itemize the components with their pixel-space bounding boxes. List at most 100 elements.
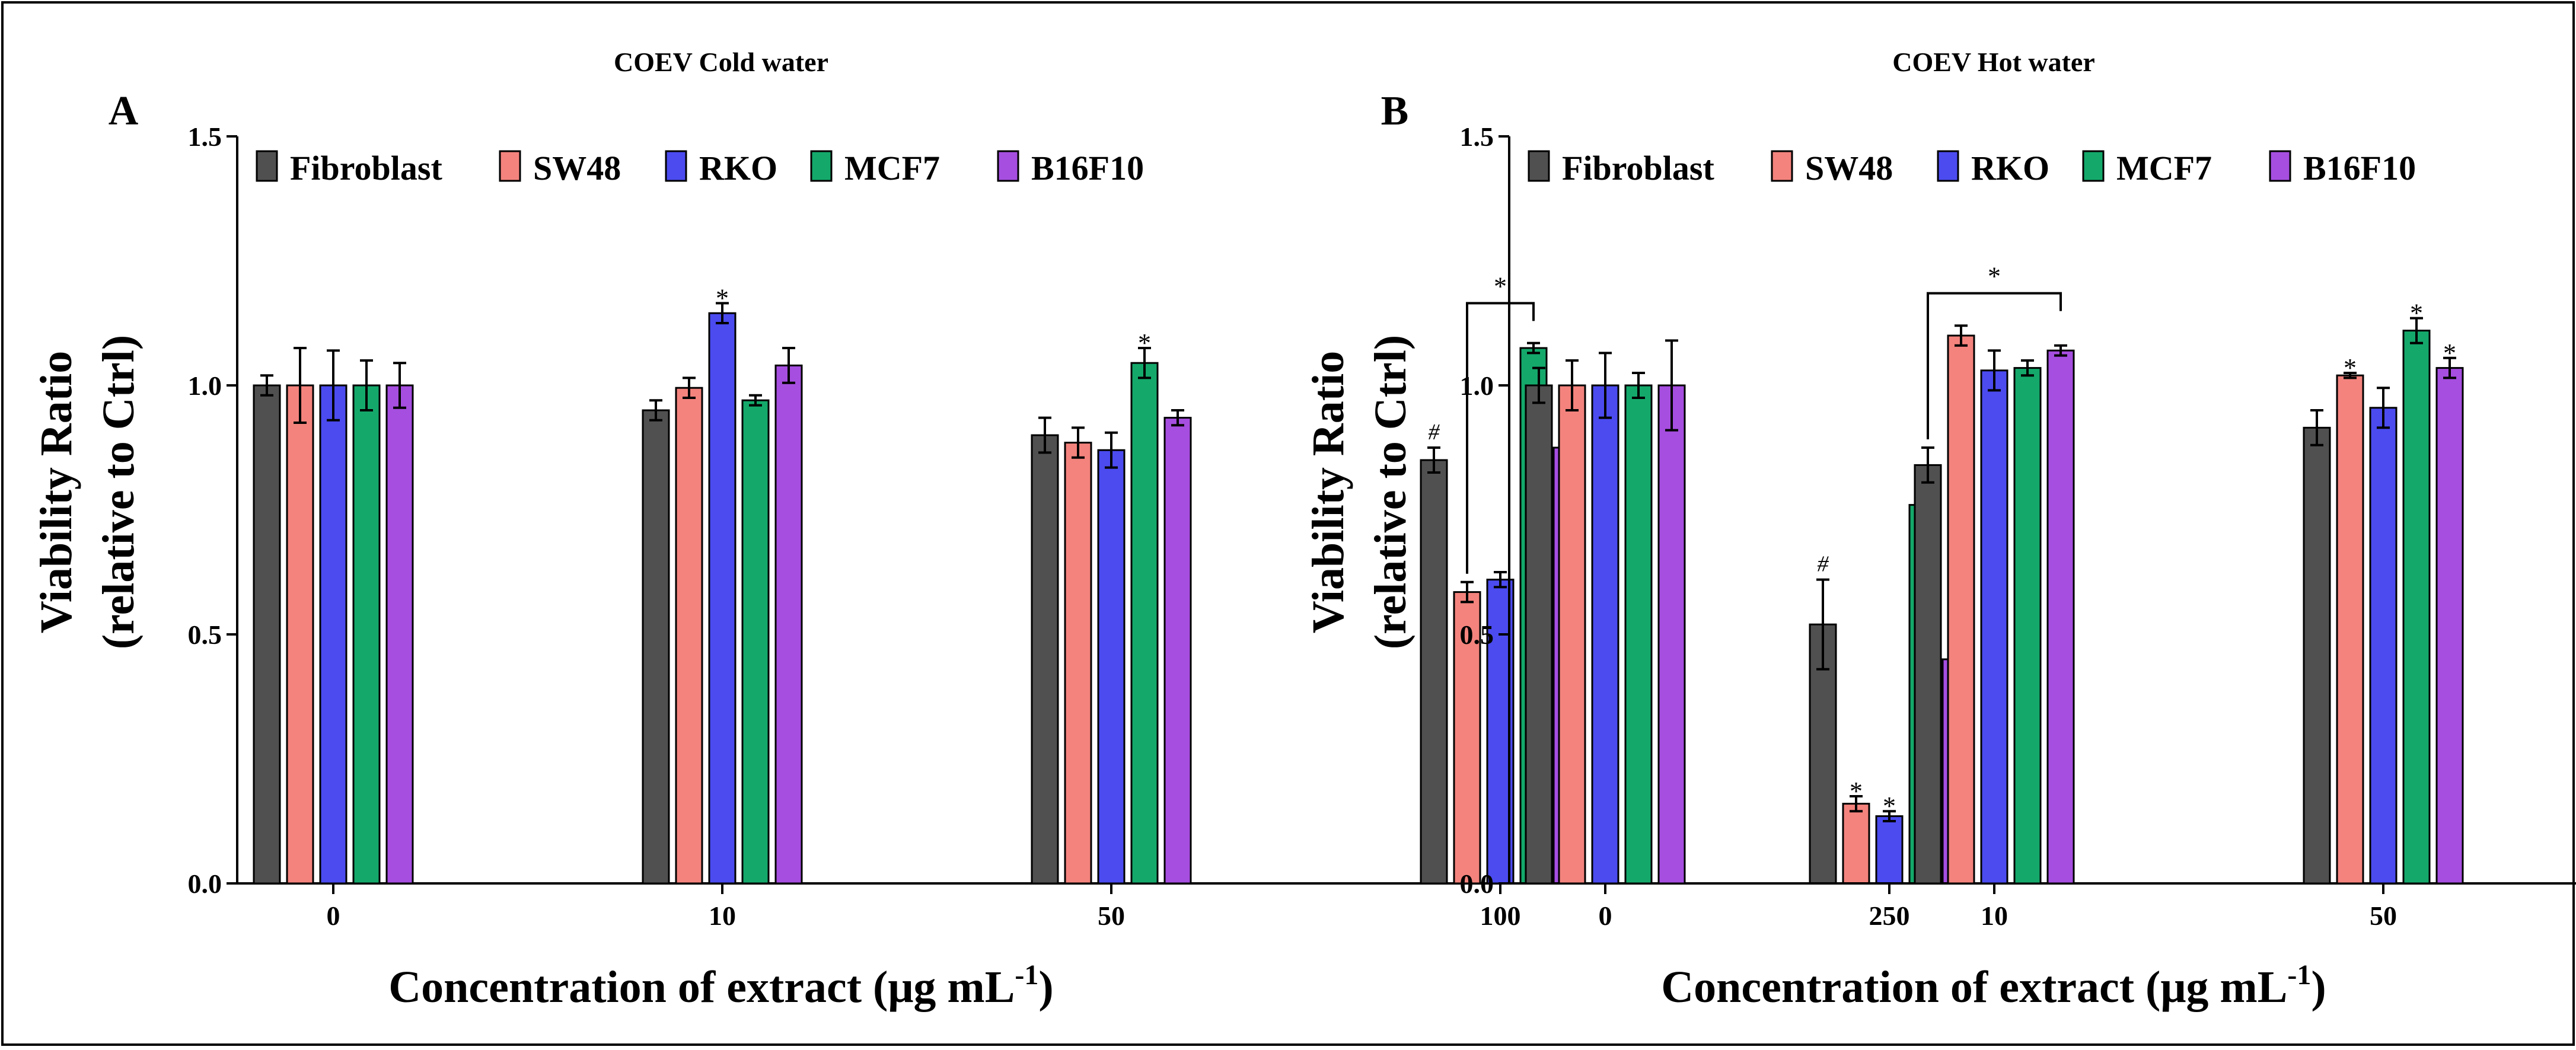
legend-swatch [2269, 150, 2291, 182]
bar-sw48-50 [2336, 374, 2364, 885]
significance-bracket [1466, 302, 1535, 574]
significance-marker: * [716, 283, 729, 312]
x-tick-label: 0 [1599, 901, 1612, 931]
legend-label: RKO [1971, 149, 2049, 187]
legend-item-sw48: SW48 [1771, 149, 1893, 187]
legend-item-mcf7: MCF7 [810, 149, 940, 187]
significance-bracket [1927, 292, 2062, 439]
legend-item-mcf7: MCF7 [2082, 149, 2212, 187]
y-axis-label-line1: Viability Ratio [31, 351, 81, 633]
bar-sw48-0 [1558, 384, 1586, 885]
significance-marker: * [2344, 353, 2357, 382]
x-axis-label: Concentration of extract (μg mL-1) [1661, 959, 2326, 1012]
y-axis-label-line1: Viability Ratio [1303, 351, 1353, 633]
x-axis-label-end: ) [1038, 962, 1053, 1012]
bar-b16f10-0 [385, 384, 414, 885]
bar-fibroblast-50 [1031, 434, 1059, 885]
y-tick-label: 0.0 [188, 869, 222, 899]
y-axis-label-line2: (relative to Ctrl) [1366, 335, 1415, 649]
bar-rko-50 [2369, 407, 2398, 885]
legend-swatch [810, 150, 833, 182]
panel-a: COEV Cold water A 0.0 0.5 1.0 1.5 0 10 * 50 * 100 #2… [31, 47, 1977, 1012]
bar-sw48-250 [1842, 803, 1870, 885]
y-tick-label: 1.5 [1460, 122, 1494, 152]
x-tick-label: 0 [327, 901, 340, 931]
x-axis-label-end: ) [2311, 962, 2326, 1012]
legend-swatch [665, 150, 687, 182]
bar-mcf7-0 [352, 384, 381, 885]
legend-label: SW48 [533, 149, 621, 187]
bracket-label: * [1988, 262, 2001, 291]
legend-swatch [499, 150, 521, 182]
legend-label: B16F10 [1031, 149, 1144, 187]
x-axis-label-sup: -1 [2287, 959, 2311, 991]
bar-b16f10-50 [1163, 417, 1192, 885]
bar-b16f10-10 [2046, 349, 2075, 885]
y-tick-label: 1.5 [188, 122, 222, 152]
legend-label: MCF7 [844, 149, 940, 187]
bar-fibroblast-50 [2303, 426, 2331, 885]
legend-label: MCF7 [2116, 149, 2212, 187]
significance-marker: * [2443, 339, 2456, 368]
legend-swatch [1937, 150, 1959, 182]
x-axis-label: Concentration of extract (μg mL-1) [388, 959, 1053, 1012]
significance-marker: * [1138, 328, 1151, 358]
bar-rko-0 [319, 384, 347, 885]
x-tick-label: 50 [2370, 901, 2397, 931]
x-axis-label-sup: -1 [1015, 959, 1038, 991]
bar-rko-0 [1591, 384, 1619, 885]
bar-b16f10-0 [1657, 384, 1686, 885]
significance-marker: * [2410, 299, 2423, 328]
y-tick-label: 1.0 [188, 371, 222, 401]
bar-b16f10-10 [774, 364, 803, 885]
x-axis-label-main: Concentration of extract (μg mL [1661, 962, 2287, 1012]
chart-title: COEV Hot water [1892, 47, 2095, 77]
bar-mcf7-10 [2013, 367, 2042, 885]
bar-fibroblast-0 [253, 384, 281, 885]
legend-label: Fibroblast [290, 149, 442, 187]
chart-title: COEV Cold water [614, 47, 828, 77]
bar-rko-10 [1980, 369, 2008, 885]
legend-label: SW48 [1805, 149, 1893, 187]
significance-marker: * [1850, 777, 1863, 806]
legend-item-b16f10: B16F10 [997, 149, 1144, 187]
legend-item-fibroblast: Fibroblast [256, 149, 442, 187]
y-tick-label: 0.5 [188, 620, 222, 650]
legend-item-rko: RKO [665, 149, 777, 187]
bar-sw48-50 [1064, 442, 1092, 885]
bracket-label: * [1494, 272, 1507, 301]
hash-marker: # [1429, 420, 1440, 445]
legend-swatch [997, 150, 1019, 182]
bar-rko-250 [1875, 815, 1904, 885]
bar-fibroblast-10 [642, 409, 670, 885]
bar-b16f10-50 [2435, 367, 2464, 885]
panel-letter: B [1381, 88, 1409, 134]
legend-label: RKO [699, 149, 777, 187]
legend-label: Fibroblast [1562, 149, 1714, 187]
legend-item-sw48: SW48 [499, 149, 621, 187]
bar-fibroblast-0 [1525, 384, 1553, 885]
legend-swatch [256, 150, 278, 182]
bar-rko-10 [708, 312, 737, 885]
bar-fibroblast-10 [1914, 464, 1942, 885]
bar-sw48-0 [286, 384, 314, 885]
x-tick-label: 10 [1981, 901, 2008, 931]
significance-marker: * [1883, 792, 1896, 821]
bar-mcf7-0 [1624, 384, 1653, 885]
legend-swatch [1771, 150, 1793, 182]
bar-fibroblast-100 [1420, 459, 1448, 885]
bar-sw48-10 [675, 387, 703, 885]
panel-b: COEV Hot water B 0.0 0.5 1.0 1.5 0 10 50 * * * 100 * 2… [1303, 47, 2576, 1012]
legend-swatch [1528, 150, 1550, 182]
legend-item-fibroblast: Fibroblast [1528, 149, 1714, 187]
bar-mcf7-50 [2402, 330, 2431, 885]
x-axis-label-main: Concentration of extract (μg mL [388, 962, 1015, 1012]
hash-marker: # [1818, 552, 1829, 577]
y-tick-label: 0.0 [1460, 869, 1494, 899]
legend-label: B16F10 [2303, 149, 2416, 187]
panel-letter: A [109, 88, 139, 134]
bar-sw48-10 [1947, 334, 1975, 885]
y-tick-label: 0.5 [1460, 620, 1494, 650]
bar-mcf7-50 [1130, 362, 1159, 885]
